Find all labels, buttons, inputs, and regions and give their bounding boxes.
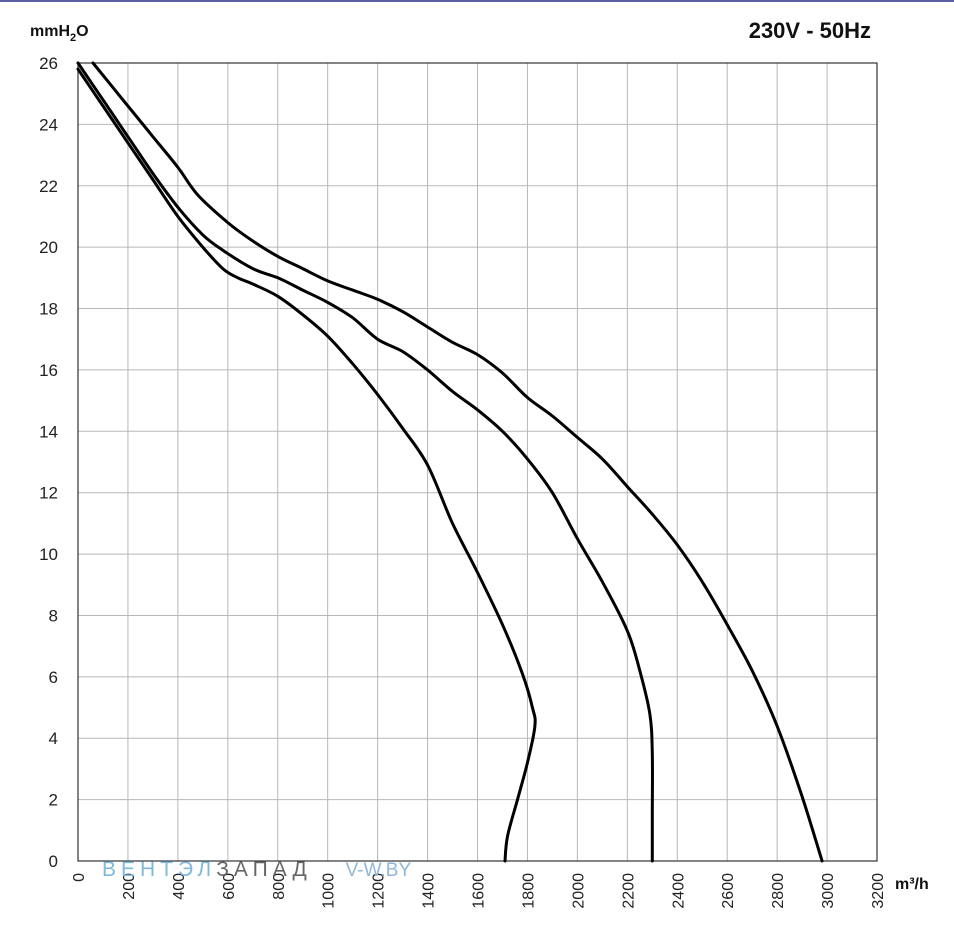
x-tick-label: 1600 (471, 873, 488, 909)
grid-lines (77, 62, 878, 862)
y-tick-label: 24 (39, 115, 58, 134)
x-tick-label: 1200 (371, 873, 388, 909)
x-axis-label: m³/h (895, 876, 929, 893)
x-tick-label: 800 (271, 873, 288, 900)
y-tick-label: 6 (49, 668, 58, 687)
performance-curve-3 (91, 61, 824, 863)
performance-curve-2 (76, 61, 654, 863)
watermark-part-3: V-W.BY (346, 860, 412, 881)
x-tick-labels: 0 200 400 600 800 1000 1200 1400 1600 1800 2000 220… (71, 873, 887, 909)
x-tick-label: 2400 (670, 873, 687, 909)
y-tick-label: 16 (39, 361, 58, 380)
y-tick-label: 2 (49, 791, 58, 810)
plot-frame (77, 62, 878, 862)
y-tick-label: 20 (39, 238, 58, 257)
y-tick-label: 14 (39, 422, 58, 441)
performance-curves (76, 61, 824, 863)
y-axis-label: mmH2O (30, 23, 89, 44)
x-tick-label: 3000 (820, 873, 837, 909)
y-tick-label: 0 (49, 852, 58, 871)
x-tick-label: 1400 (421, 873, 438, 909)
x-tick-label: 0 (71, 873, 88, 882)
x-tick-label: 400 (171, 873, 188, 900)
x-tick-label: 1000 (321, 873, 338, 909)
y-tick-label: 18 (39, 300, 58, 319)
x-tick-label: 3200 (870, 873, 887, 909)
x-tick-label: 2600 (720, 873, 737, 909)
y-tick-label: 22 (39, 177, 58, 196)
y-tick-label: 8 (49, 606, 58, 625)
performance-curve-1 (76, 67, 537, 863)
top-accent-rule (0, 0, 954, 2)
x-tick-label: 1800 (520, 873, 537, 909)
y-tick-label: 10 (39, 545, 58, 564)
x-tick-label: 200 (121, 873, 138, 900)
x-tick-label: 2200 (620, 873, 637, 909)
watermark-part-1: ВЕНТЭЛ (102, 858, 216, 881)
y-tick-label: 4 (49, 729, 58, 748)
watermark-part-2: ЗАПАД (216, 858, 311, 881)
x-tick-label: 2000 (570, 873, 587, 909)
watermark: ВЕНТЭЛЗАПАД V-W.BY (102, 858, 411, 881)
y-tick-label: 26 (39, 54, 58, 73)
x-tick-label: 600 (221, 873, 238, 900)
y-tick-label: 12 (39, 484, 58, 503)
chart-title: 230V - 50Hz (749, 18, 871, 43)
x-tick-label: 2800 (770, 873, 787, 909)
